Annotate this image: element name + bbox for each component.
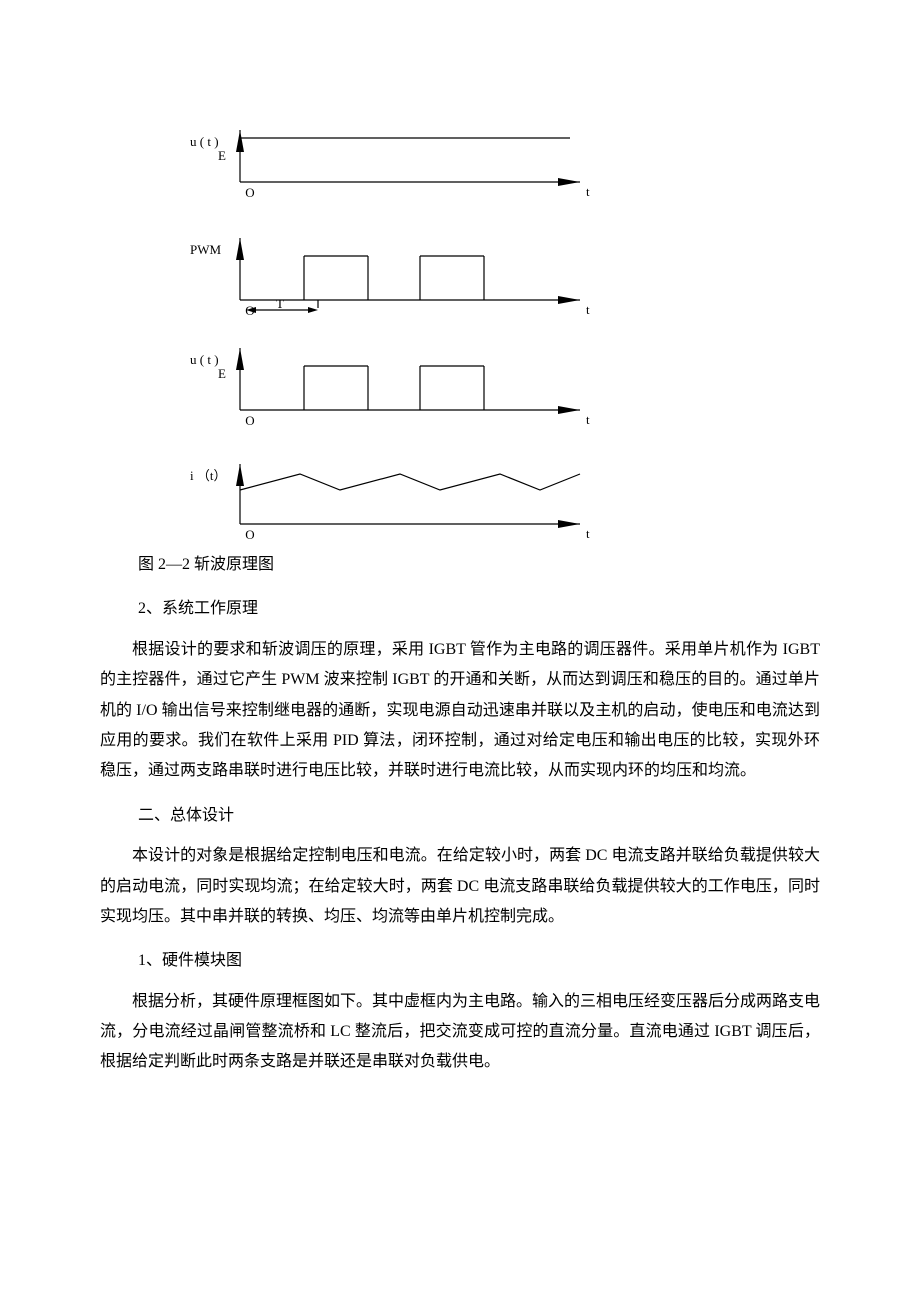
svg-text:E: E [218,148,226,163]
svg-text:T: T [276,296,284,311]
svg-text:PWM: PWM [190,242,222,257]
svg-text:t: t [586,412,590,427]
section-overall-title: 二、总体设计 [138,801,820,831]
section-2-para: 根据设计的要求和斩波调压的原理，采用 IGBT 管作为主电路的调压器件。采用单片… [100,635,820,787]
section-hw-title: 1、硬件模块图 [138,946,820,976]
svg-text:u ( t ): u ( t ) [190,134,219,149]
svg-text:E: E [218,366,226,381]
svg-text:t: t [586,302,590,317]
section-2-title: 2、系统工作原理 [138,594,820,624]
svg-text:t: t [586,184,590,199]
svg-text:i （t）: i （t） [190,468,226,483]
svg-text:O: O [245,185,254,200]
svg-text:t: t [586,526,590,540]
svg-text:O: O [245,413,254,428]
svg-text:u ( t ): u ( t ) [190,352,219,367]
svg-text:O: O [245,527,254,540]
chopper-diagram: Otu ( t )EOtPWMTOtu ( t )EOti （t） [140,110,820,540]
section-hw-para: 根据分析，其硬件原理框图如下。其中虚框内为主电路。输入的三相电压经变压器后分成两… [100,987,820,1078]
figure-caption-2-2: 图 2—2 斩波原理图 [138,550,820,580]
section-overall-para: 本设计的对象是根据给定控制电压和电流。在给定较小时，两套 DC 电流支路并联给负… [100,841,820,932]
chopper-svg: Otu ( t )EOtPWMTOtu ( t )EOti （t） [140,110,600,540]
